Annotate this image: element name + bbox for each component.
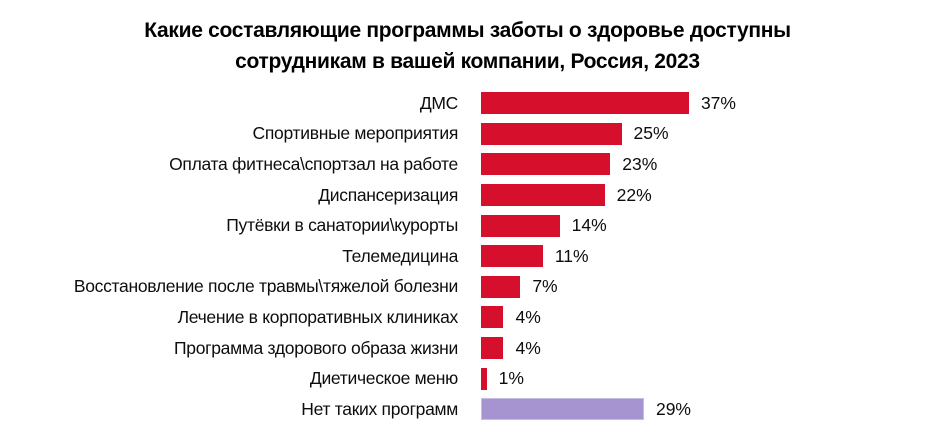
bar-row: Оплата фитнеса\спортзал на работе 23%	[0, 149, 935, 180]
bar	[481, 398, 644, 421]
value-label: 29%	[655, 398, 691, 419]
category-label: Нет таких программ	[301, 398, 458, 419]
bar-row: Лечение в корпоративных клиниках 4%	[0, 302, 935, 333]
category-label: Лечение в корпоративных клиниках	[177, 306, 459, 327]
bar	[481, 184, 605, 207]
value-label: 4%	[515, 337, 541, 358]
bar	[481, 306, 504, 329]
bar-row: Нет таких программ 29%	[0, 394, 935, 425]
bar-row: ДМС 37%	[0, 88, 935, 119]
bar	[481, 92, 689, 115]
category-label: Оплата фитнеса\спортзал на работе	[169, 153, 458, 174]
category-label: Программа здорового образа жизни	[173, 337, 458, 358]
chart-title-line-1: Какие составляющие программы заботы о зд…	[144, 19, 791, 42]
bar	[481, 153, 611, 176]
chart-title-line-2: сотрудникам в вашей компании, Россия, 20…	[235, 50, 700, 73]
bar	[481, 275, 521, 298]
bar-row: Телемедицина 11%	[0, 241, 935, 272]
bar-row: Восстановление после травмы\тяжелой боле…	[0, 272, 935, 303]
value-label: 4%	[515, 306, 541, 327]
bar-row: Диспансеризация 22%	[0, 180, 935, 211]
bar	[481, 367, 487, 390]
value-label: 1%	[498, 368, 524, 389]
value-label: 7%	[532, 276, 558, 297]
bar-row: Программа здорового образа жизни 4%	[0, 333, 935, 364]
bar	[481, 337, 504, 360]
category-label: Путёвки в санатории\курорты	[226, 215, 458, 236]
bar	[481, 245, 543, 268]
category-label: Телемедицина	[342, 245, 458, 266]
bar-row: Путёвки в санатории\курорты 14%	[0, 210, 935, 241]
category-label: Спортивные мероприятия	[252, 123, 459, 144]
value-label: 11%	[554, 245, 589, 266]
bar-row: Спортивные мероприятия 25%	[0, 119, 935, 150]
category-label: ДМС	[419, 92, 458, 113]
value-label: 22%	[616, 184, 652, 205]
value-label: 23%	[622, 153, 658, 174]
bar-row: Диетическое меню 1%	[0, 363, 935, 394]
bar	[481, 214, 560, 237]
bar-chart-area: ДМС 37% Спортивные мероприятия 25% Оплат…	[0, 88, 935, 425]
category-label: Восстановление после травмы\тяжелой боле…	[73, 276, 458, 297]
category-label: Диетическое меню	[309, 368, 458, 389]
value-label: 25%	[633, 123, 669, 144]
category-label: Диспансеризация	[318, 184, 458, 205]
value-label: 37%	[700, 92, 736, 113]
value-label: 14%	[571, 215, 607, 236]
bar	[481, 122, 622, 145]
chart-title: Какие составляющие программы заботы о зд…	[0, 0, 935, 77]
